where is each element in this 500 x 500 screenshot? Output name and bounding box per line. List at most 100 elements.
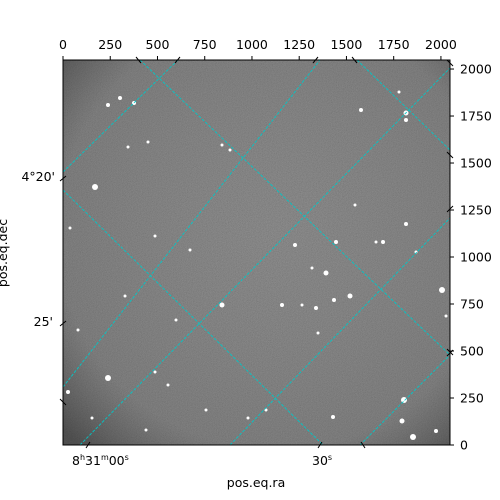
star-34 — [359, 108, 363, 112]
top-tick-label-250: 250 — [98, 37, 122, 52]
dec-label-25: 25' — [34, 314, 53, 329]
image-vignette — [63, 60, 450, 445]
top-tick-label-750: 750 — [193, 37, 217, 52]
star-18 — [204, 408, 208, 412]
ra-tick-2 — [317, 441, 323, 449]
right-tick-label-500: 500 — [460, 344, 484, 359]
ra-label-8h31m00s: 8h31m00s — [72, 453, 129, 468]
grid-line-8 — [359, 354, 450, 445]
right-world-tick-3 — [446, 205, 454, 213]
top-world-tick-1 — [135, 56, 142, 64]
star-29 — [353, 203, 357, 207]
star-42 — [410, 434, 416, 440]
right-tick-label-0: 0 — [460, 438, 468, 453]
star-39 — [444, 314, 448, 318]
coordinate-grid — [63, 60, 450, 445]
star-20 — [293, 243, 297, 247]
top-tick-label-0: 0 — [59, 37, 67, 52]
star-13 — [153, 370, 157, 374]
right-tick-label-2000: 2000 — [460, 62, 492, 77]
star-30 — [374, 240, 378, 244]
right-world-tick-2 — [446, 151, 454, 159]
star-19 — [246, 416, 250, 420]
star-8 — [228, 148, 232, 152]
top-world-tick-2 — [174, 56, 181, 64]
top-world-tick-3 — [312, 56, 319, 64]
star-32 — [404, 222, 408, 226]
star-48 — [76, 328, 80, 332]
dec-tick-left-3 — [59, 398, 67, 406]
star-27 — [332, 298, 336, 302]
star-7 — [220, 143, 224, 147]
star-10 — [174, 318, 178, 322]
star-21 — [310, 266, 314, 270]
dec-tick-20 — [59, 175, 67, 182]
star-6 — [146, 140, 150, 144]
ra-tick-3 — [360, 441, 366, 449]
right-tick-label-750: 750 — [460, 297, 484, 312]
star-43 — [434, 429, 438, 433]
star-37 — [397, 90, 401, 94]
grid-line-3 — [63, 189, 324, 445]
top-tick-label-2000: 2000 — [425, 37, 457, 52]
star-9 — [219, 302, 225, 308]
star-26 — [334, 240, 338, 244]
ra-tick-1 — [85, 441, 91, 449]
star-50 — [188, 248, 192, 252]
sky-image — [63, 60, 450, 445]
star-44 — [331, 415, 335, 419]
star-24 — [314, 306, 318, 310]
star-1 — [92, 184, 98, 190]
star-40 — [401, 397, 407, 403]
right-tick-label-1500: 1500 — [460, 156, 492, 171]
top-pixel-axis: 0 250 500 750 1000 1250 1500 1750 2000 — [59, 37, 457, 60]
star-23 — [300, 303, 304, 307]
top-tick-label-1750: 1750 — [378, 37, 410, 52]
top-tick-label-1000: 1000 — [236, 37, 268, 52]
star-3 — [118, 96, 122, 100]
top-world-tick-4 — [351, 56, 358, 64]
dec-tick-25 — [59, 320, 67, 327]
star-38 — [439, 287, 445, 293]
right-world-tick-4 — [446, 348, 454, 356]
right-tick-label-250: 250 — [460, 391, 484, 406]
grid-line-7 — [229, 217, 450, 445]
star-15 — [66, 390, 70, 394]
top-tick-label-1250: 1250 — [283, 37, 315, 52]
grid-line-5 — [63, 60, 321, 388]
star-28 — [347, 293, 353, 299]
right-tick-label-1250: 1250 — [460, 203, 492, 218]
star-11 — [123, 294, 127, 298]
grid-line-6 — [79, 67, 450, 445]
star-17 — [144, 428, 148, 432]
star-22 — [280, 303, 284, 307]
x-axis-title: pos.eq.ra — [227, 475, 285, 490]
right-tick-label-1750: 1750 — [460, 109, 492, 124]
dec-label-20: 4°20' — [21, 169, 55, 184]
ra-label-30s: 30s — [312, 453, 332, 468]
star-12 — [105, 375, 111, 381]
top-tick-label-500: 500 — [146, 37, 170, 52]
right-world-tick-1 — [446, 59, 454, 67]
star-16 — [90, 416, 94, 420]
star-31 — [381, 240, 385, 244]
grid-line-1 — [139, 60, 450, 356]
star-41 — [399, 418, 405, 424]
star-36 — [404, 118, 408, 122]
right-pixel-axis: 0 250 500 750 1000 1250 1500 1750 2000 — [450, 62, 492, 453]
grid-line-2 — [356, 60, 450, 151]
right-world-tick-5 — [446, 349, 454, 357]
star-46 — [153, 234, 157, 238]
star-5 — [126, 145, 130, 149]
right-tick-label-1000: 1000 — [460, 250, 492, 265]
plot-frame — [62, 59, 451, 446]
world-coordinate-ticks — [59, 56, 454, 449]
star-45 — [316, 331, 320, 335]
y-axis-title: pos.eq.dec — [0, 219, 10, 287]
top-tick-label-1500: 1500 — [331, 37, 363, 52]
star-47 — [68, 226, 72, 230]
star-2 — [106, 103, 110, 107]
star-25 — [323, 270, 329, 276]
star-14 — [166, 383, 170, 387]
